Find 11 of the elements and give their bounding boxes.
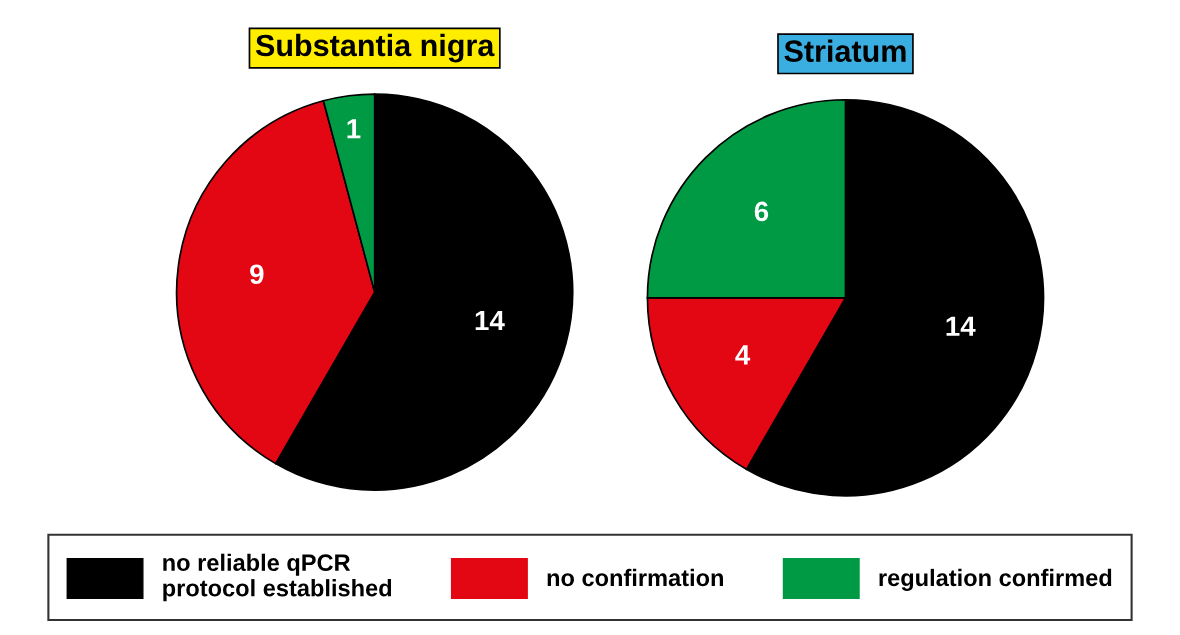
data-label: 14 (946, 316, 976, 336)
data-label: 6 (754, 201, 769, 222)
legend-label: no reliable qPCR protocol established (163, 553, 392, 602)
data-label: 9 (250, 264, 264, 285)
chart-title: Striatum (784, 39, 906, 62)
chart-title: Substantia nigra (255, 33, 495, 63)
data-label: 1 (347, 119, 361, 139)
data-label: 14 (475, 310, 505, 331)
legend-label: regulation confirmed (879, 568, 1112, 591)
data-label: 4 (735, 345, 751, 365)
legend-label: no confirmation (547, 568, 723, 587)
